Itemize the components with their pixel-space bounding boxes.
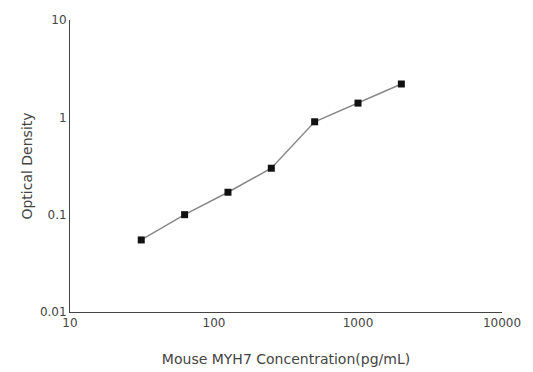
svg-text:1: 1 [59, 111, 67, 125]
svg-text:Mouse MYH7 Concentration(pg/mL: Mouse MYH7 Concentration(pg/mL) [162, 351, 410, 367]
svg-text:10: 10 [51, 13, 66, 27]
svg-text:Optical Density: Optical Density [19, 112, 35, 219]
svg-text:1000: 1000 [343, 316, 374, 330]
svg-text:10000: 10000 [483, 316, 521, 330]
svg-text:0.01: 0.01 [40, 305, 67, 319]
svg-text:100: 100 [203, 316, 226, 330]
svg-text:10: 10 [62, 316, 77, 330]
svg-text:0.1: 0.1 [48, 208, 67, 222]
